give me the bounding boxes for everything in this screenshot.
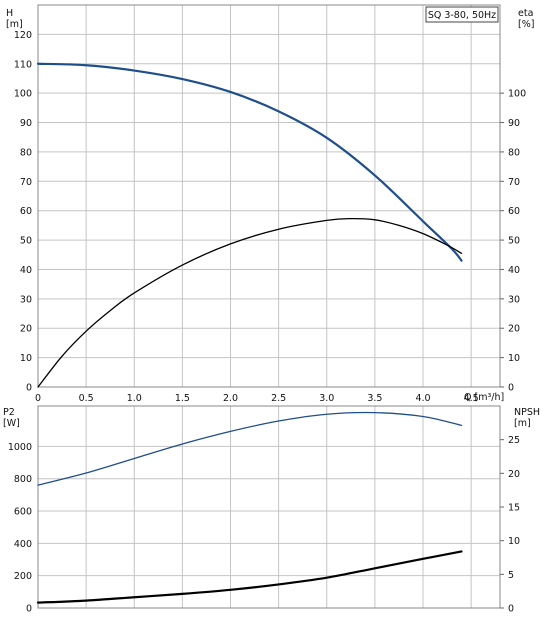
- top-left-tick-label: 30: [20, 294, 32, 305]
- bottom-series-1-line: [36, 550, 463, 604]
- bottom-grid: [37, 406, 500, 609]
- top-right-tick-label: 10: [508, 353, 520, 364]
- top-right-tick-label: 50: [508, 236, 520, 247]
- legend-box: [425, 6, 499, 23]
- top-left-tick-label: 40: [20, 265, 32, 276]
- top-right-tick-label: 70: [508, 177, 520, 188]
- top-left-axis-label: H [m]: [6, 8, 23, 30]
- bottom-right-tick-label: 10: [508, 536, 520, 547]
- x-tick-label: 1.0: [127, 393, 142, 404]
- x-tick-label: 0.5: [79, 393, 94, 404]
- top-left-tick-label: 80: [20, 147, 32, 158]
- top-left-tick-label: 90: [20, 118, 32, 129]
- bottom-left-tick-label: 200: [14, 571, 32, 582]
- bottom-curves: [36, 411, 463, 604]
- x-tick-label: 0: [35, 393, 41, 404]
- bottom-left-tick-label: 1000: [8, 442, 32, 453]
- bottom-panel: 0 200 400 600 800 1000 0 5 10 15 20 25 P2 [W] NPSH [m…: [3, 405, 540, 615]
- top-left-tick-label: 110: [14, 59, 32, 70]
- top-right-tick-label: 40: [508, 265, 520, 276]
- bottom-left-tick-label: 400: [14, 539, 32, 550]
- x-tick-label: 2.5: [271, 393, 286, 404]
- x-tick-label: 3.0: [319, 393, 334, 404]
- top-panel: 0 0.5 1.0 1.5 2.0 2.5 3.0 3.5 4.0 4.5 0 10 20 30 40 50 6…: [6, 4, 534, 404]
- top-left-tick-label: 50: [20, 236, 32, 247]
- chart-title-legend: SQ 3-80, 50Hz: [428, 10, 496, 21]
- bottom-right-tick-label: 15: [508, 503, 520, 514]
- bottom-right-tick-label: 20: [508, 469, 520, 480]
- bottom-left-tick-label: 800: [14, 474, 32, 485]
- top-right-tick-label: 30: [508, 294, 520, 305]
- bottom-right-axis-label: NPSH [m]: [514, 407, 540, 429]
- top-left-tick-label: 100: [14, 89, 32, 100]
- top-ticks: 0 0.5 1.0 1.5 2.0 2.5 3.0 3.5 4.0 4.5 0 10 20 30 40 50 6…: [14, 30, 526, 404]
- x-tick-label: 3.5: [367, 393, 382, 404]
- top-right-axis-label: eta [%]: [518, 8, 534, 30]
- bottom-plot-frame: [37, 405, 501, 609]
- x-tick-label: 1.5: [175, 393, 190, 404]
- x-tick-label: 2.0: [223, 393, 238, 404]
- top-series-0-line: [36, 62, 463, 262]
- top-right-tick-label: 60: [508, 206, 520, 217]
- bottom-right-tick-label: 5: [508, 570, 514, 581]
- top-plot-frame: [37, 4, 501, 388]
- top-left-tick-label: 20: [20, 324, 32, 335]
- bottom-left-axis-label: P2 [W]: [3, 407, 20, 429]
- top-right-tick-label: 90: [508, 118, 520, 129]
- top-left-tick-label: 0: [26, 383, 32, 394]
- top-right-tick-label: 0: [508, 383, 514, 394]
- x-tick-label: 4.0: [415, 393, 430, 404]
- top-curves: [36, 62, 463, 388]
- bottom-series-0-line: [37, 411, 463, 486]
- top-right-tick-label: 80: [508, 147, 520, 158]
- top-left-tick-label: 10: [20, 353, 32, 364]
- bottom-right-tick-label: 0: [508, 604, 514, 615]
- top-series-1-line: [37, 217, 463, 388]
- top-left-tick-label: 60: [20, 206, 32, 217]
- top-grid: [37, 5, 500, 388]
- top-left-tick-label: 70: [20, 177, 32, 188]
- top-left-tick-label: 120: [14, 30, 32, 41]
- top-right-tick-label: 100: [508, 89, 526, 100]
- top-right-tick-label: 20: [508, 324, 520, 335]
- bottom-left-tick-label: 0: [26, 604, 32, 615]
- x-axis-label: Q [m³/h]: [464, 392, 504, 403]
- bottom-ticks: 0 200 400 600 800 1000 0 5 10 15 20 25: [8, 435, 520, 614]
- bottom-left-tick-label: 600: [14, 507, 32, 518]
- bottom-right-tick-label: 25: [508, 435, 520, 446]
- x-tick-label: 4.5: [464, 393, 479, 404]
